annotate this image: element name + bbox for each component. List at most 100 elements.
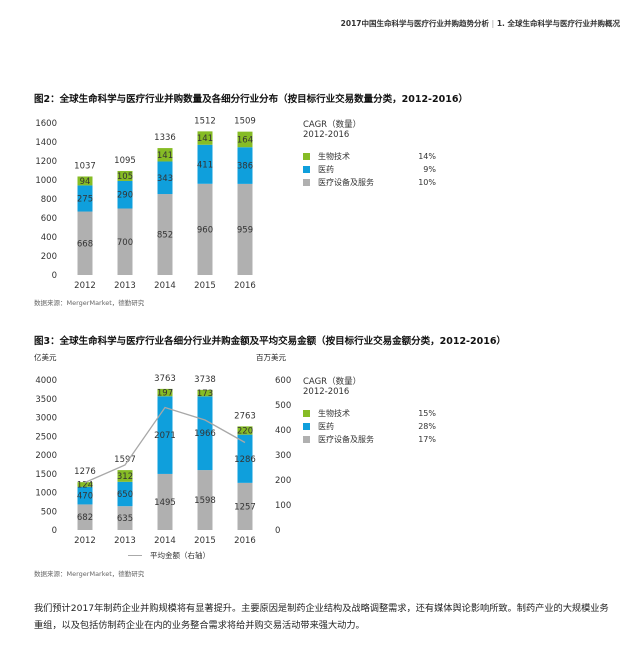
y-tick-label: 1200 <box>35 157 57 167</box>
body-paragraph: 我们预计2017年制药企业并购规模将有显著提升。主要原因是制药企业结构及战略调整… <box>34 603 609 631</box>
header-separator: | <box>491 19 495 28</box>
legend-value: 9% <box>423 165 436 174</box>
bar-segment <box>197 144 213 184</box>
line-legend-swatch <box>128 555 142 556</box>
legend-swatch <box>303 423 310 430</box>
total-label: 1276 <box>74 467 96 477</box>
legend-name: 生物技术 <box>318 152 350 161</box>
bar-segment <box>197 389 213 397</box>
bar-segment <box>157 148 173 162</box>
legend-item: 医药 9% <box>303 163 436 176</box>
legend-swatch <box>303 166 310 173</box>
figure3-legend: CAGR（数量） 2012-2016 生物技术 15% 医药 28% 医疗设备及服务 17… <box>303 375 436 446</box>
data-label: 852 <box>157 231 173 241</box>
legend-name: 医药 <box>318 165 334 174</box>
y-tick-label: 1000 <box>35 489 57 499</box>
bar-segment <box>237 482 253 530</box>
y-tick-label: 1600 <box>35 119 57 129</box>
bar-segment <box>157 388 173 397</box>
y2-tick-label: 0 <box>275 526 280 536</box>
y-tick-label: 0 <box>52 526 57 536</box>
data-label: 650 <box>117 490 133 500</box>
bar-segment <box>197 396 213 471</box>
data-label: 197 <box>157 389 173 399</box>
y2-tick-label: 200 <box>275 476 291 486</box>
data-label: 635 <box>117 514 133 524</box>
bar-segment <box>197 470 213 530</box>
bar-segment <box>237 131 253 148</box>
legend-swatch <box>303 153 310 160</box>
bar-segment <box>117 208 133 275</box>
data-label: 290 <box>117 191 133 201</box>
bar-segment <box>77 504 93 530</box>
y-tick-label: 200 <box>41 252 57 262</box>
right-axis-unit: 百万美元 <box>256 353 286 362</box>
data-label: 2071 <box>154 431 176 441</box>
y-tick-label: 3500 <box>35 395 57 405</box>
y-tick-label: 3000 <box>35 414 57 424</box>
y-tick-label: 1000 <box>35 176 57 186</box>
bar-segment <box>77 185 93 212</box>
data-label: 173 <box>197 389 213 399</box>
data-label: 1495 <box>154 498 176 508</box>
y2-tick-label: 400 <box>275 426 291 436</box>
x-tick-label: 2016 <box>234 536 256 546</box>
total-label: 1336 <box>154 133 176 143</box>
total-label: 3738 <box>194 375 216 385</box>
left-axis-unit: 亿美元 <box>34 353 57 362</box>
data-label: 1598 <box>194 496 216 506</box>
x-tick-label: 2012 <box>74 536 96 546</box>
data-label: 411 <box>197 160 213 170</box>
section-title: 1. 全球生命科学与医疗行业并购概况 <box>496 19 620 28</box>
bar-segment <box>157 396 173 474</box>
data-label: 682 <box>77 513 93 523</box>
data-label: 164 <box>237 135 253 145</box>
y2-tick-label: 100 <box>275 501 291 511</box>
total-label: 1037 <box>74 161 96 171</box>
figure2-legend: CAGR（数量） 2012-2016 生物技术 14% 医药 9% 医疗设备及服务 10% <box>303 118 436 189</box>
legend-period: 2012-2016 <box>303 130 350 140</box>
y-tick-label: 0 <box>52 271 57 281</box>
y-tick-label: 2500 <box>35 432 57 442</box>
y-tick-label: 800 <box>41 195 57 205</box>
x-tick-label: 2012 <box>74 281 96 291</box>
legend-value: 15% <box>418 409 436 418</box>
bar-segment <box>77 482 93 487</box>
y2-tick-label: 300 <box>275 451 291 461</box>
legend-heading: CAGR（数量） <box>303 120 362 130</box>
x-tick-label: 2013 <box>114 281 136 291</box>
bar-segment <box>237 183 253 275</box>
legend-period: 2012-2016 <box>303 387 350 397</box>
figure2-chart: 0 200 400 600 800 1000 1200 1400 1600 668 275 94 103… <box>35 116 256 291</box>
x-tick-label: 2014 <box>154 281 176 291</box>
legend-item: 医疗设备及服务 10% <box>303 176 436 189</box>
bar-segment <box>157 161 173 195</box>
y-tick-label: 2000 <box>35 451 57 461</box>
data-label: 105 <box>117 172 133 182</box>
legend-item: 医药 28% <box>303 420 436 433</box>
bar-segment <box>77 176 93 186</box>
y2-tick-label: 500 <box>275 401 291 411</box>
y-tick-label: 1400 <box>35 138 57 148</box>
data-label: 141 <box>197 134 213 144</box>
data-label: 275 <box>77 194 93 204</box>
bar-segment <box>237 426 253 435</box>
data-label: 312 <box>117 472 133 482</box>
bar-segment <box>117 506 133 530</box>
data-label: 1286 <box>234 455 256 465</box>
legend-value: 17% <box>418 435 436 444</box>
data-label: 668 <box>77 239 93 249</box>
x-tick-label: 2014 <box>154 536 176 546</box>
data-label: 386 <box>237 162 253 172</box>
legend-name: 生物技术 <box>318 409 350 418</box>
total-label: 1597 <box>114 455 136 465</box>
data-label: 470 <box>77 492 93 502</box>
bar-segment <box>157 473 173 530</box>
data-label: 1966 <box>194 429 216 439</box>
bar-segment <box>237 434 253 483</box>
data-label: 700 <box>117 238 133 248</box>
legend-item: 生物技术 14% <box>303 150 436 163</box>
y-tick-label: 4000 <box>35 376 57 386</box>
total-label: 1509 <box>234 117 256 127</box>
bar-segment <box>237 147 253 184</box>
